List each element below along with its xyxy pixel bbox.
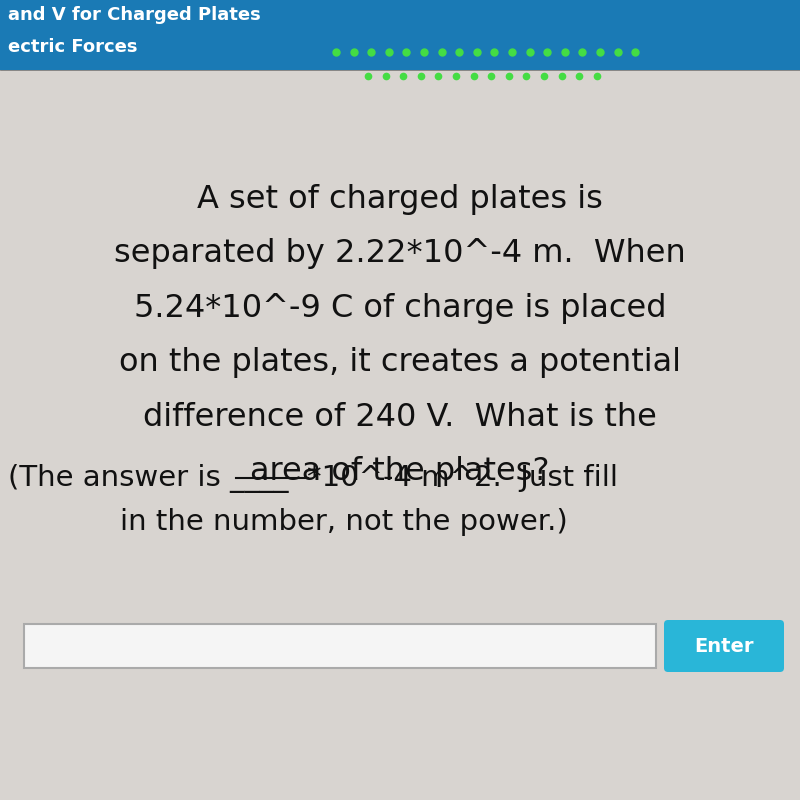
- Text: in the number, not the power.): in the number, not the power.): [120, 508, 568, 536]
- Text: 5.24*10^-9 C of charge is placed: 5.24*10^-9 C of charge is placed: [134, 293, 666, 324]
- FancyBboxPatch shape: [0, 0, 800, 70]
- Text: on the plates, it creates a potential: on the plates, it creates a potential: [119, 347, 681, 378]
- Text: (The answer is ____  *10^-4 m^2.  Just fill: (The answer is ____ *10^-4 m^2. Just fil…: [8, 464, 618, 493]
- FancyBboxPatch shape: [24, 624, 656, 668]
- Text: Enter: Enter: [694, 637, 754, 655]
- Text: ectric Forces: ectric Forces: [8, 38, 138, 57]
- Text: difference of 240 V.  What is the: difference of 240 V. What is the: [143, 402, 657, 433]
- Text: A set of charged plates is: A set of charged plates is: [197, 184, 603, 215]
- Text: area of the plates?: area of the plates?: [250, 456, 550, 487]
- Text: and V for Charged Plates: and V for Charged Plates: [8, 6, 261, 24]
- FancyBboxPatch shape: [664, 620, 784, 672]
- Text: separated by 2.22*10^-4 m.  When: separated by 2.22*10^-4 m. When: [114, 238, 686, 270]
